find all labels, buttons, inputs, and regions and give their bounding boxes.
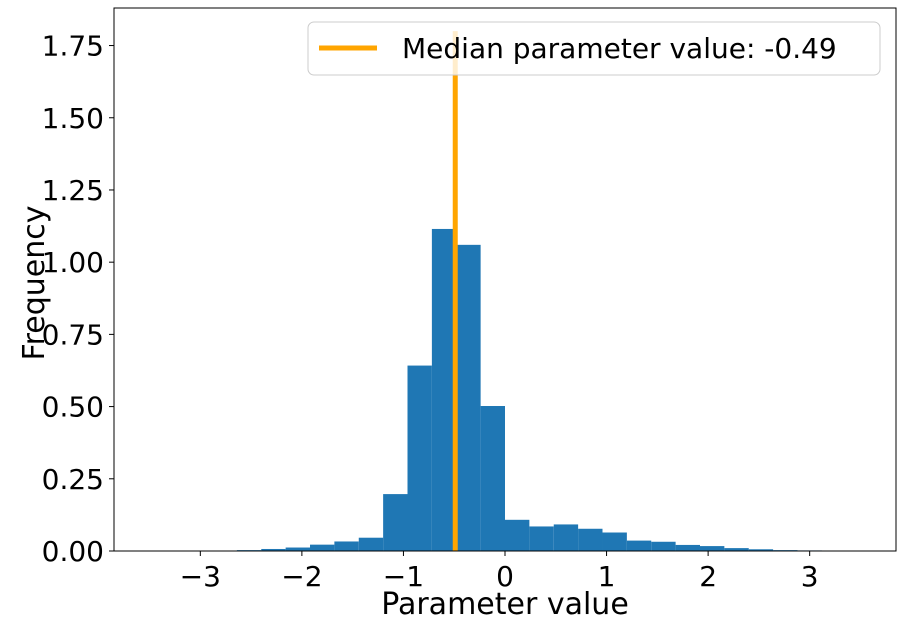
x-axis-ticks: −3 −2 −1 0 1 2 3 xyxy=(180,551,819,593)
histogram-bar-11 xyxy=(407,365,432,551)
histogram-bar-14 xyxy=(480,406,505,551)
histogram-bar-7 xyxy=(310,544,335,551)
y-tick-label-6: 1.50 xyxy=(42,102,104,135)
x-tick-label-0: −3 xyxy=(180,560,221,593)
histogram-bar-22 xyxy=(675,544,700,551)
histogram-bar-15 xyxy=(505,519,530,551)
histogram-bar-16 xyxy=(529,526,554,551)
histogram-bar-21 xyxy=(651,541,676,551)
histogram-bar-12 xyxy=(431,228,457,551)
y-axis-ticks: 0.00 0.25 0.50 0.75 1.00 1.25 1.50 1.75 xyxy=(42,30,114,568)
histogram-bar-17 xyxy=(553,524,579,551)
histogram-bar-20 xyxy=(626,540,652,551)
histogram-bar-9 xyxy=(358,537,384,551)
histogram-bars xyxy=(236,228,822,551)
y-tick-label-2: 0.50 xyxy=(42,391,104,424)
x-tick-label-4: 1 xyxy=(598,560,616,593)
x-tick-label-5: 2 xyxy=(699,560,717,593)
y-axis-label: Frequency xyxy=(17,206,52,361)
histogram-bar-23 xyxy=(699,546,725,551)
histogram-bar-24 xyxy=(724,548,749,551)
x-tick-label-6: 3 xyxy=(801,560,819,593)
histogram-bar-25 xyxy=(748,549,774,551)
legend: Median parameter value: -0.49 xyxy=(307,21,881,76)
y-tick-label-3: 0.75 xyxy=(42,318,104,351)
y-tick-label-7: 1.75 xyxy=(42,30,104,63)
x-tick-label-2: −1 xyxy=(383,560,424,593)
y-tick-label-5: 1.25 xyxy=(42,174,104,207)
legend-median-label: Median parameter value: -0.49 xyxy=(402,32,837,65)
y-tick-label-1: 0.25 xyxy=(42,463,104,496)
histogram-bar-6 xyxy=(285,547,310,551)
histogram-bar-13 xyxy=(456,244,481,551)
x-tick-label-1: −2 xyxy=(281,560,322,593)
y-tick-label-4: 1.00 xyxy=(42,246,104,279)
histogram-bar-5 xyxy=(261,548,286,551)
histogram-bar-18 xyxy=(578,528,603,551)
histogram-bar-10 xyxy=(383,494,408,551)
y-tick-label-0: 0.00 xyxy=(42,535,104,568)
legend-box xyxy=(307,21,881,76)
histogram-bar-19 xyxy=(602,532,627,551)
histogram-bar-8 xyxy=(334,541,359,551)
x-axis-label: Parameter value xyxy=(381,587,629,622)
x-tick-label-3: 0 xyxy=(496,560,514,593)
